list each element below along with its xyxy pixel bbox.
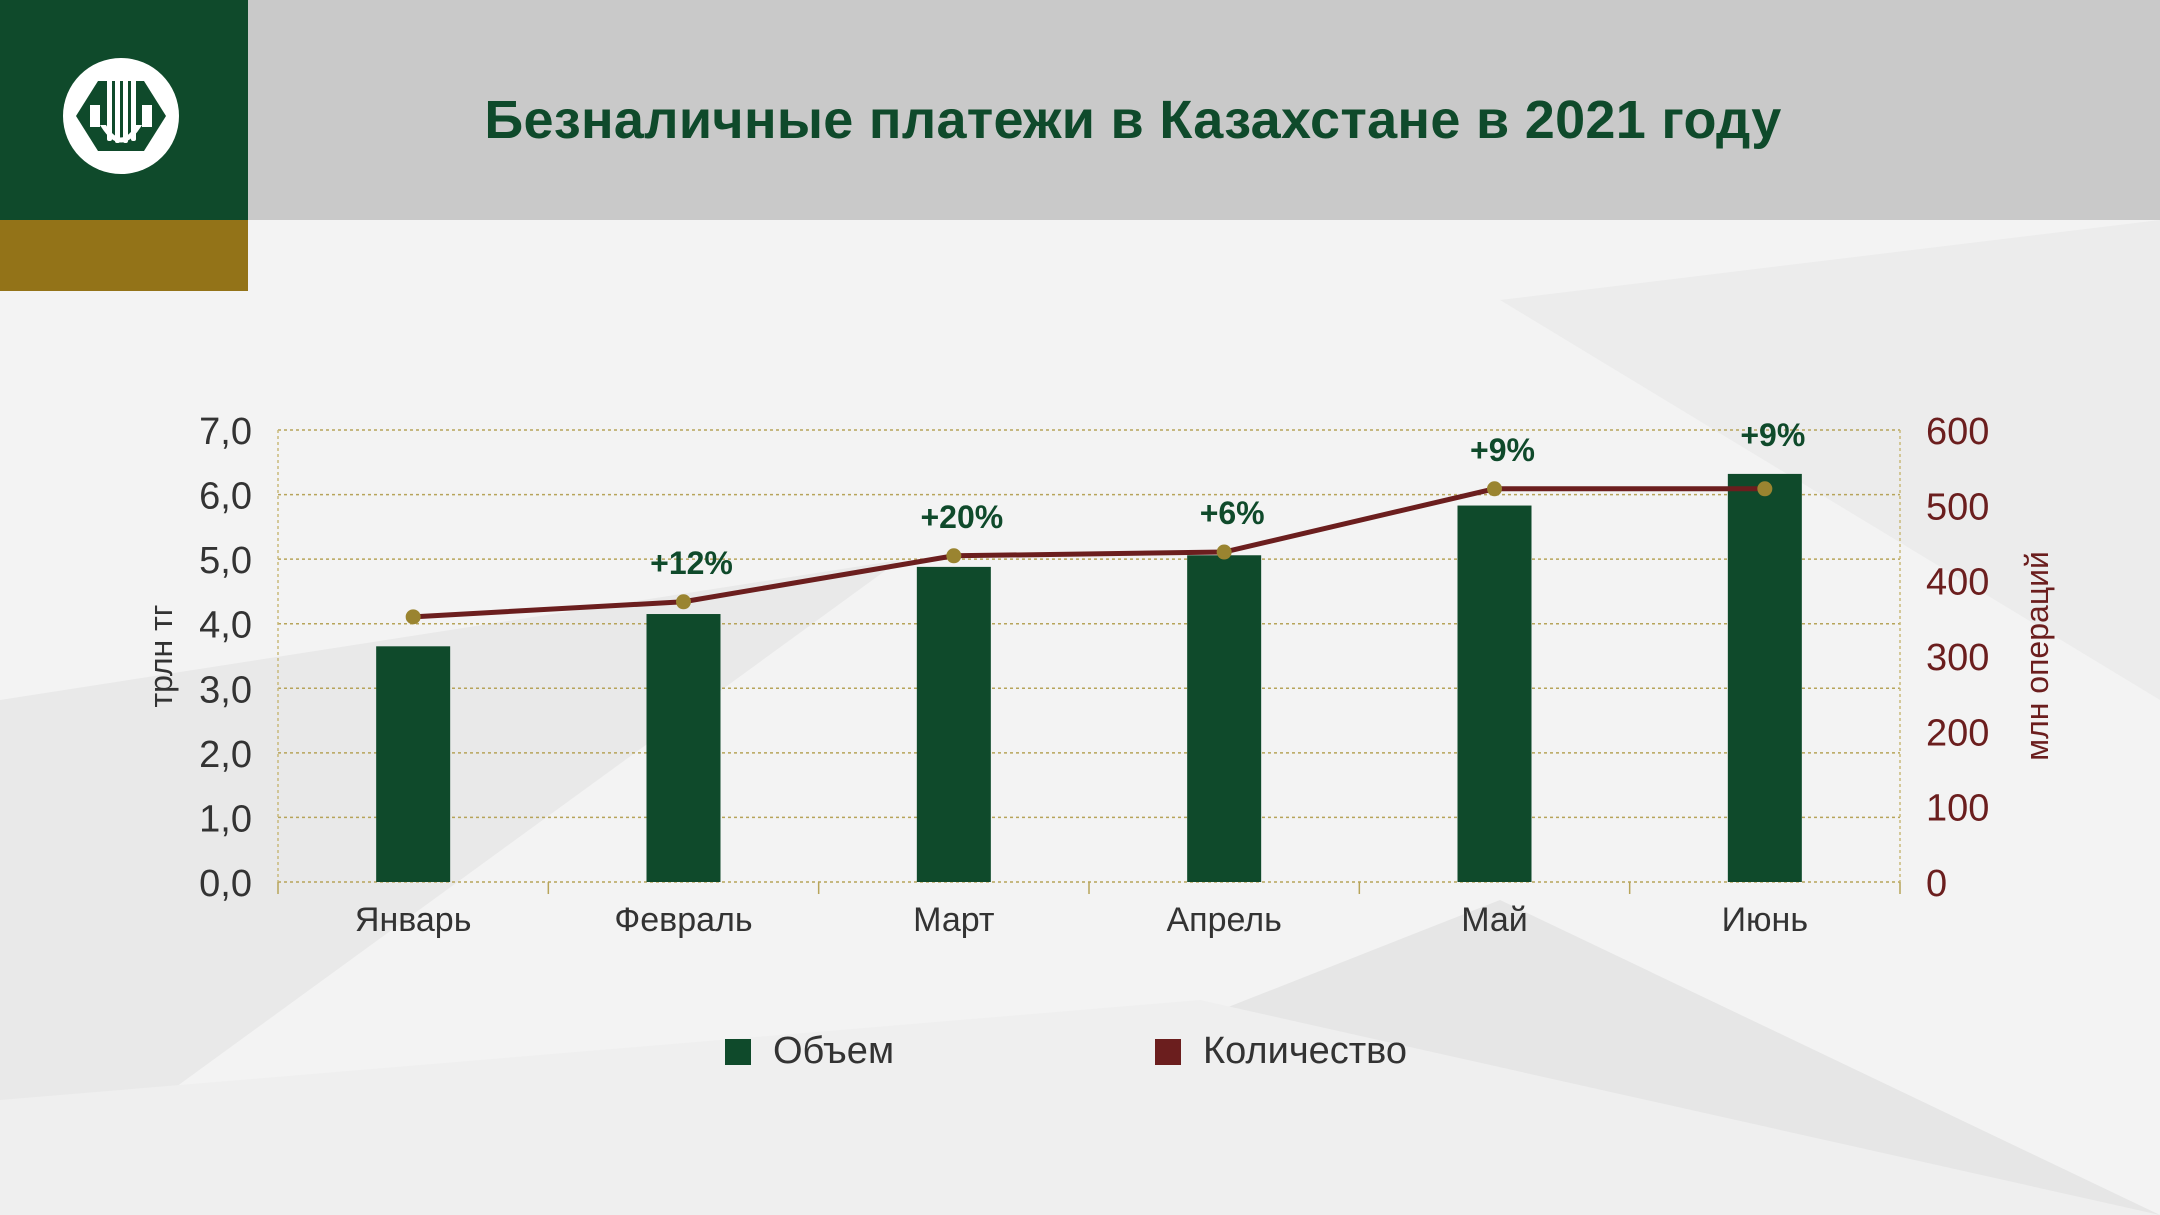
legend-item-count: Количество	[1155, 1030, 1407, 1073]
line-point-count	[1757, 481, 1773, 497]
header-bar	[0, 0, 2160, 220]
y-tick-label: 5,0	[199, 540, 252, 582]
x-tick-label: Май	[1461, 901, 1528, 939]
bar-volume	[916, 566, 991, 882]
legend-swatch-count	[1155, 1038, 1181, 1065]
legend-label-count: Количество	[1203, 1030, 1408, 1072]
x-tick-label: Февраль	[614, 901, 752, 939]
line-point-count	[405, 609, 421, 625]
x-tick-label: Апрель	[1166, 901, 1281, 939]
y-tick-label: 3,0	[199, 669, 252, 711]
legend-item-volume: Объем	[725, 1030, 894, 1073]
y2-tick-label: 500	[1926, 486, 1989, 528]
legend-swatch-volume	[725, 1038, 751, 1065]
y-axis-title: трлн тг	[143, 605, 179, 708]
bar-volume	[1187, 555, 1262, 882]
y2-axis-title: млн операций	[2019, 551, 2055, 761]
y2-tick-label: 0	[1926, 863, 1947, 905]
y-tick-label: 4,0	[199, 605, 252, 647]
x-tick-label: Март	[913, 901, 994, 939]
bar-volume	[376, 646, 451, 882]
x-tick-label: Июнь	[1722, 901, 1808, 939]
x-tick-label: Январь	[355, 901, 472, 939]
y2-tick-label: 400	[1926, 562, 1989, 604]
bar-volume	[1457, 505, 1532, 882]
y-tick-label: 2,0	[199, 734, 252, 776]
y-tick-label: 6,0	[199, 476, 252, 518]
legend-label-volume: Объем	[773, 1030, 895, 1072]
line-point-count	[1216, 544, 1232, 560]
accent-strip	[0, 220, 248, 291]
line-count	[413, 486, 1765, 620]
growth-label: +6%	[1200, 495, 1265, 531]
line-point-count	[676, 594, 691, 610]
y2-tick-label: 200	[1926, 712, 1989, 754]
y2-tick-label: 300	[1926, 637, 1989, 679]
growth-label: +9%	[1740, 417, 1805, 453]
chart-legend: Объем Количество	[0, 1030, 2160, 1080]
y-tick-label: 0,0	[199, 863, 252, 905]
national-bank-emblem-icon	[63, 58, 179, 174]
y2-tick-label: 600	[1926, 411, 1989, 453]
logo-block	[0, 0, 248, 220]
growth-label: +12%	[650, 545, 733, 581]
y2-tick-label: 100	[1926, 788, 1989, 830]
line-point-count	[946, 548, 962, 564]
bar-volume	[1727, 473, 1802, 882]
growth-label: +20%	[920, 499, 1003, 535]
y-tick-label: 7,0	[199, 411, 252, 453]
line-point-count	[1487, 481, 1502, 497]
bar-volume	[646, 614, 721, 882]
y-tick-label: 1,0	[199, 798, 252, 840]
growth-label: +9%	[1470, 432, 1535, 468]
page-title: Безналичные платежи в Казахстане в 2021 …	[484, 90, 1782, 150]
